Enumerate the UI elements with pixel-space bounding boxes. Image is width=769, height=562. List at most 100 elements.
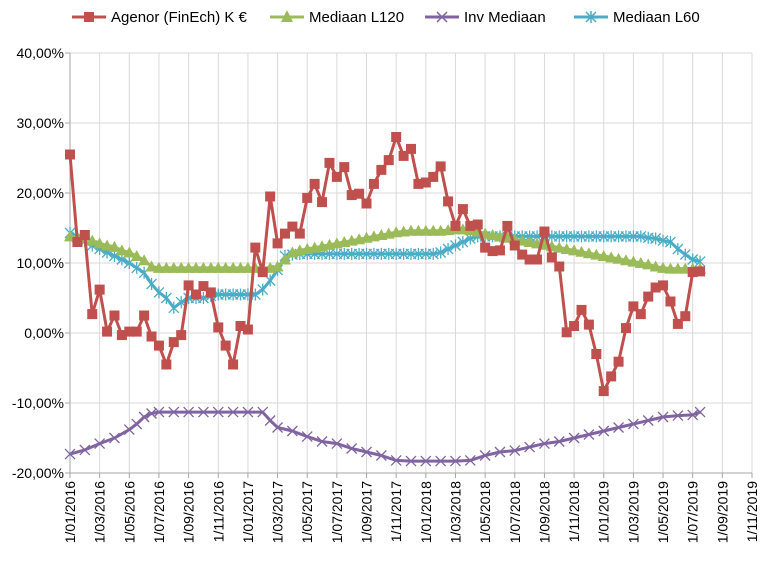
legend-item-l60[interactable]: Mediaan L60 [574, 9, 700, 26]
data-point-agenor [131, 326, 142, 337]
x-tick-label: 1/07/2018 [507, 481, 523, 543]
data-point-agenor [116, 330, 127, 341]
data-point-agenor [457, 204, 468, 215]
data-point-l60 [257, 283, 269, 296]
data-point-agenor [450, 220, 461, 231]
data-point-agenor [472, 219, 483, 230]
data-point-agenor [139, 310, 150, 321]
data-point-l120 [590, 248, 603, 260]
data-point-l60 [153, 286, 165, 299]
data-point-agenor [279, 228, 290, 239]
data-point-inv [227, 406, 239, 418]
legend-marker-l60 [585, 11, 597, 23]
data-point-agenor [443, 196, 454, 207]
legend-marker-agenor [84, 12, 94, 22]
data-point-agenor [168, 337, 179, 348]
data-point-l60 [650, 232, 662, 245]
data-point-agenor [361, 198, 372, 209]
data-point-agenor [658, 280, 669, 291]
data-point-l60 [168, 301, 180, 314]
data-point-l120 [278, 253, 291, 265]
data-point-inv [627, 418, 639, 430]
data-point-inv [435, 455, 447, 467]
data-point-inv [538, 438, 550, 450]
data-point-inv [183, 406, 195, 418]
data-point-inv [494, 446, 506, 458]
data-point-agenor [220, 340, 231, 351]
data-point-inv [405, 455, 417, 467]
legend-item-agenor[interactable]: Agenor (FinEch) K € [72, 9, 248, 26]
x-tick-label: 1/07/2016 [151, 481, 167, 543]
data-point-inv [568, 432, 580, 444]
data-point-l120 [123, 246, 136, 258]
data-point-agenor [554, 261, 565, 272]
data-point-l120 [145, 260, 158, 272]
data-point-agenor [339, 162, 350, 173]
x-tick-label: 1/11/2019 [744, 481, 760, 542]
x-tick-label: 1/03/2017 [270, 481, 286, 543]
data-point-inv [598, 425, 610, 437]
data-point-agenor [391, 132, 402, 142]
data-point-agenor [309, 178, 320, 189]
data-point-l60 [435, 246, 447, 259]
data-point-agenor [695, 266, 706, 277]
data-point-l60 [679, 248, 691, 261]
data-point-agenor [413, 178, 424, 189]
data-point-agenor [191, 289, 202, 300]
data-point-l120 [568, 244, 581, 256]
data-point-agenor [161, 359, 172, 370]
x-tick-label: 1/01/2017 [240, 481, 256, 543]
data-point-inv [123, 424, 135, 436]
x-tick-label: 1/07/2017 [329, 481, 345, 543]
x-tick-label: 1/05/2018 [477, 481, 493, 543]
data-point-agenor [539, 226, 550, 237]
y-tick-label: 0,00% [24, 325, 64, 341]
data-point-inv [613, 422, 625, 433]
data-point-inv [257, 406, 269, 418]
data-point-agenor [346, 190, 357, 201]
data-point-l120 [101, 239, 114, 251]
data-point-agenor [94, 284, 105, 295]
data-point-l120 [130, 250, 143, 261]
data-point-inv [642, 415, 654, 426]
data-point-agenor [546, 252, 557, 263]
data-point-agenor [517, 249, 528, 260]
legend-label-inv: Inv Mediaan [464, 9, 546, 26]
data-point-agenor [383, 155, 394, 166]
data-point-l60 [160, 292, 172, 304]
data-point-l120 [612, 252, 625, 264]
axes [65, 52, 753, 478]
data-point-inv [212, 406, 224, 418]
data-point-agenor [420, 177, 431, 188]
y-tick-label: 30,00% [17, 115, 64, 131]
x-tick-label: 1/05/2016 [121, 481, 137, 543]
data-point-agenor [628, 301, 639, 312]
data-point-l120 [627, 255, 640, 267]
data-point-agenor [509, 240, 520, 251]
legend-item-l120[interactable]: Mediaan L120 [270, 9, 404, 26]
legend-item-inv[interactable]: Inv Mediaan [425, 9, 546, 26]
data-point-inv [524, 441, 536, 453]
data-point-agenor [183, 280, 194, 291]
data-point-agenor [324, 157, 335, 168]
data-point-agenor [228, 359, 239, 370]
x-tick-label: 1/09/2017 [359, 481, 375, 543]
legend-label-l60: Mediaan L60 [613, 9, 700, 26]
data-point-agenor [331, 171, 342, 182]
data-point-inv [375, 450, 387, 461]
x-tick-label: 1/11/2016 [210, 481, 226, 542]
data-point-inv [583, 429, 595, 440]
data-point-agenor [235, 321, 246, 331]
data-point-agenor [124, 326, 135, 337]
data-point-agenor [272, 238, 283, 249]
series-inv [64, 406, 706, 467]
data-point-agenor [265, 191, 276, 202]
x-tick-label: 1/03/2018 [447, 481, 463, 543]
series-l120 [64, 223, 707, 274]
data-point-l120 [657, 261, 670, 273]
series-line-inv [69, 410, 701, 463]
data-point-l60 [442, 243, 454, 255]
data-point-agenor [635, 309, 646, 320]
data-point-agenor [487, 246, 498, 257]
